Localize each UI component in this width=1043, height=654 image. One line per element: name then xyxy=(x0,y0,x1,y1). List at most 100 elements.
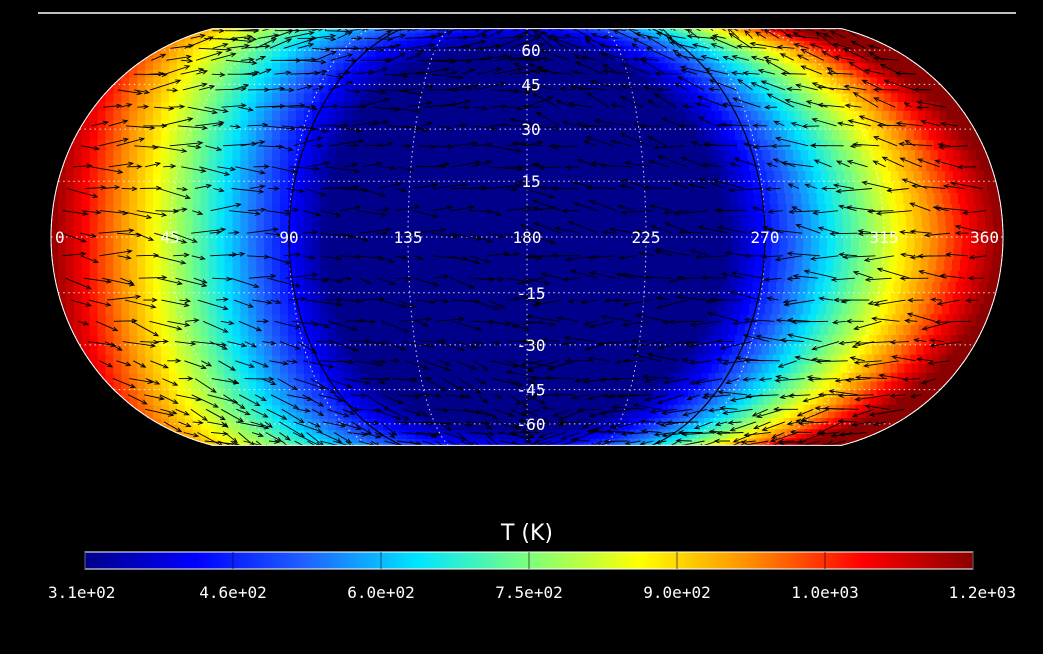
map-cell xyxy=(502,423,511,431)
map-cell xyxy=(359,324,371,336)
map-cell xyxy=(200,84,215,94)
map-cell xyxy=(264,314,277,326)
map-cell xyxy=(176,324,190,336)
map-cell xyxy=(557,442,566,446)
map-cell xyxy=(375,418,387,425)
map-cell xyxy=(311,292,323,305)
map-cell xyxy=(470,259,481,272)
map-cell xyxy=(422,423,434,431)
map-cell xyxy=(810,259,821,272)
map-cell xyxy=(57,84,75,94)
map-cell xyxy=(89,434,108,440)
map-cell xyxy=(184,76,200,86)
map-cell xyxy=(240,404,255,413)
map-cell xyxy=(224,56,239,64)
map-cell xyxy=(641,303,653,316)
map-cell xyxy=(621,248,632,261)
map-cell xyxy=(691,84,704,94)
map-cell xyxy=(438,314,450,326)
map-cell xyxy=(303,31,317,37)
map-cell xyxy=(526,324,536,336)
map-cell xyxy=(454,381,465,391)
map-cell xyxy=(462,404,473,413)
map-cell xyxy=(192,438,208,443)
map-cell xyxy=(568,363,579,374)
map-cell xyxy=(303,237,314,250)
map-cell xyxy=(541,139,551,150)
map-cell xyxy=(454,270,465,283)
map-cell xyxy=(399,159,410,172)
map-cell xyxy=(470,192,481,204)
map-cell xyxy=(264,62,278,71)
map-cell xyxy=(591,44,602,51)
map-cell xyxy=(248,225,259,238)
map-cell xyxy=(430,192,442,204)
map-cell xyxy=(598,110,609,121)
map-cell xyxy=(184,170,197,182)
map-cell xyxy=(685,354,698,365)
map-cell xyxy=(533,170,544,182)
map-cell xyxy=(438,139,450,150)
map-cell xyxy=(422,69,434,78)
map-cell xyxy=(57,39,76,46)
map-cell xyxy=(65,149,80,161)
map-cell xyxy=(343,324,355,336)
map-cell xyxy=(486,28,495,33)
map-cell xyxy=(288,170,300,182)
map-cell xyxy=(643,119,655,130)
map-cell xyxy=(533,324,544,336)
map-cell xyxy=(565,203,576,216)
map-cell xyxy=(621,119,633,130)
map-cell xyxy=(518,214,528,227)
map-cell xyxy=(470,270,481,283)
map-cell xyxy=(81,69,99,78)
map-cell xyxy=(184,181,197,193)
map-cell xyxy=(692,225,703,238)
map-cell xyxy=(518,404,527,413)
map-cell xyxy=(240,324,253,336)
map-cell xyxy=(651,281,662,294)
map-cell xyxy=(327,225,338,238)
map-cell xyxy=(724,344,737,356)
map-cell xyxy=(327,270,339,283)
map-cell xyxy=(629,381,641,391)
map-cell xyxy=(240,423,255,431)
map-cell xyxy=(651,44,663,51)
map-cell xyxy=(654,324,666,336)
map-cell xyxy=(359,50,371,57)
map-cell xyxy=(414,84,426,94)
map-cell xyxy=(486,149,497,161)
map-cell xyxy=(97,76,114,86)
map-cell xyxy=(248,110,262,121)
map-cell xyxy=(414,397,426,406)
map-cell xyxy=(153,281,165,294)
map-cell xyxy=(454,76,465,86)
map-cell xyxy=(652,129,664,140)
map-cell xyxy=(783,181,796,193)
map-cell xyxy=(454,429,464,435)
map-cell xyxy=(510,101,520,111)
map-cell xyxy=(786,203,798,216)
map-cell xyxy=(73,303,87,316)
map-cell xyxy=(153,411,169,419)
map-cell xyxy=(430,35,441,41)
map-cell xyxy=(121,192,133,204)
map-cell xyxy=(502,159,513,172)
map-cell xyxy=(288,429,301,435)
map-cell xyxy=(577,344,588,356)
map-cell xyxy=(51,225,61,238)
map-cell xyxy=(89,139,104,150)
map-cell xyxy=(256,56,270,64)
map-cell xyxy=(627,110,639,121)
map-cell xyxy=(663,110,676,121)
map-cell xyxy=(502,44,511,51)
map-cell xyxy=(391,344,403,356)
map-cell xyxy=(478,119,489,130)
map-cell xyxy=(224,363,238,374)
map-cell xyxy=(288,84,301,94)
map-cell xyxy=(422,76,434,86)
map-cell xyxy=(673,119,685,130)
map-cell xyxy=(264,110,277,121)
map-cell xyxy=(311,404,325,413)
map-cell xyxy=(129,110,144,121)
